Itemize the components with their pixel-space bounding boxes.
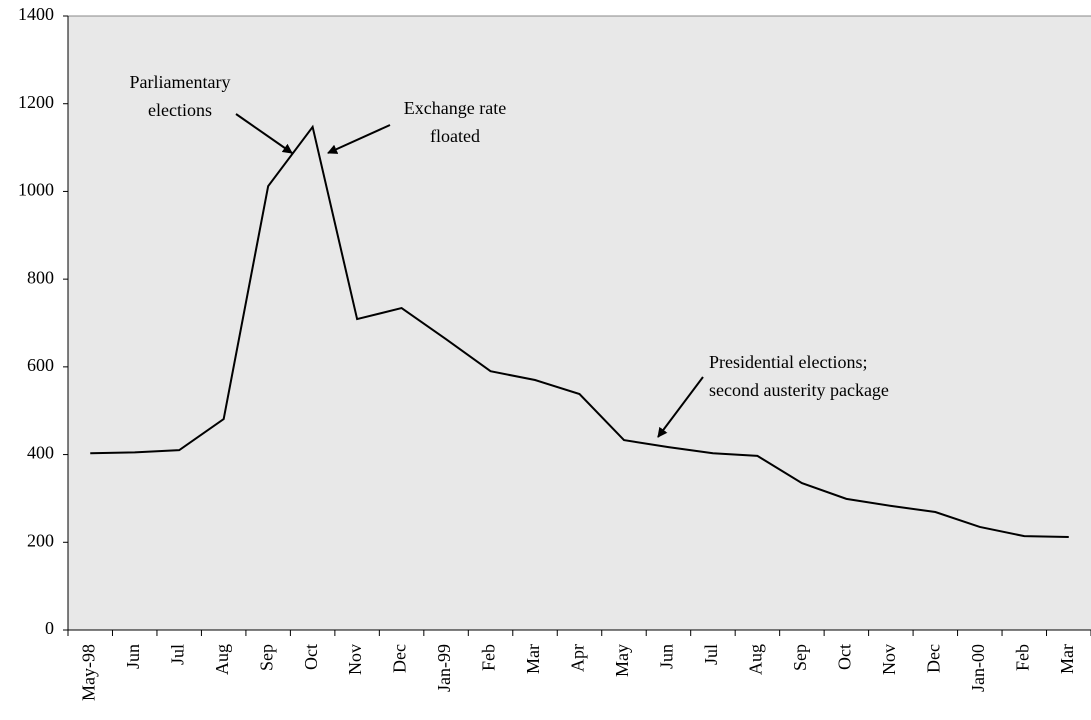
annotation-arrow	[327, 124, 391, 154]
x-tick-label: Feb	[479, 644, 499, 671]
y-tick-label: 1000	[18, 180, 54, 200]
x-tick-label: Jun	[657, 644, 677, 669]
annotation: floated	[430, 126, 480, 146]
x-tick-label: Jul	[167, 644, 187, 665]
x-tick-label: Nov	[345, 644, 365, 675]
y-tick-label: 400	[27, 443, 54, 463]
x-tick-label: Jan-00	[968, 644, 988, 692]
y-tick-label: 1400	[18, 4, 54, 24]
x-tick-label: Dec	[923, 644, 943, 673]
x-tick-label: Oct	[301, 644, 321, 670]
x-tick-label: Jul	[701, 644, 721, 665]
annotation: elections	[148, 100, 212, 120]
x-tick-label: Sep	[790, 644, 810, 671]
x-tick-label: Jun	[123, 644, 143, 669]
annotation-arrow	[657, 376, 704, 438]
x-tick-label: Aug	[746, 644, 766, 675]
annotation: Parliamentary	[130, 72, 231, 92]
y-tick-label: 1200	[18, 92, 54, 112]
plot-area	[68, 16, 1091, 630]
x-tick-label: Dec	[390, 644, 410, 673]
annotation-arrow	[235, 113, 293, 154]
y-tick-label: 200	[27, 530, 54, 550]
annotation: Presidential elections;	[709, 352, 867, 372]
x-tick-label: Jan-99	[434, 644, 454, 692]
annotation: second austerity package	[709, 380, 889, 400]
x-tick-label: Apr	[568, 644, 588, 672]
x-tick-label: Aug	[212, 644, 232, 675]
x-tick-label: May-98	[78, 644, 98, 701]
x-tick-label: Sep	[256, 644, 276, 671]
y-tick-label: 800	[27, 267, 54, 287]
y-tick-label: 600	[27, 355, 54, 375]
x-tick-label: May	[612, 644, 632, 677]
x-tick-label: Oct	[834, 644, 854, 670]
x-tick-label: Feb	[1012, 644, 1032, 671]
x-tick-label: Mar	[1057, 644, 1077, 674]
line	[90, 124, 1069, 539]
annotation: Exchange rate	[404, 98, 506, 118]
x-tick-label: Mar	[523, 644, 543, 674]
y-tick-label: 0	[45, 618, 54, 638]
x-tick-label: Nov	[879, 644, 899, 675]
